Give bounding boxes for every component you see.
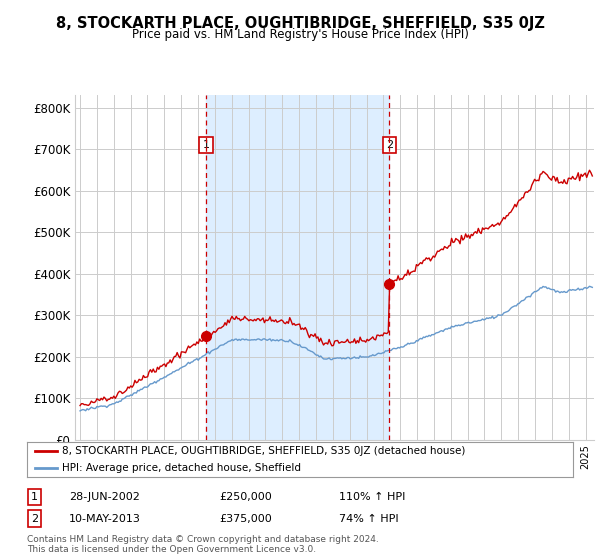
Text: This data is licensed under the Open Government Licence v3.0.: This data is licensed under the Open Gov… — [27, 545, 316, 554]
Text: 28-JUN-2002: 28-JUN-2002 — [69, 492, 140, 502]
Text: Price paid vs. HM Land Registry's House Price Index (HPI): Price paid vs. HM Land Registry's House … — [131, 28, 469, 41]
Bar — [206, 95, 389, 440]
Text: 2: 2 — [386, 140, 393, 150]
Text: 10-MAY-2013: 10-MAY-2013 — [69, 514, 141, 524]
Text: HPI: Average price, detached house, Sheffield: HPI: Average price, detached house, Shef… — [62, 463, 301, 473]
Text: 74% ↑ HPI: 74% ↑ HPI — [339, 514, 398, 524]
Text: £375,000: £375,000 — [219, 514, 272, 524]
Text: 1: 1 — [203, 140, 210, 150]
Text: 2: 2 — [31, 514, 38, 524]
Text: 8, STOCKARTH PLACE, OUGHTIBRIDGE, SHEFFIELD, S35 0JZ: 8, STOCKARTH PLACE, OUGHTIBRIDGE, SHEFFI… — [56, 16, 544, 31]
Text: 110% ↑ HPI: 110% ↑ HPI — [339, 492, 406, 502]
Text: £250,000: £250,000 — [219, 492, 272, 502]
Text: 1: 1 — [31, 492, 38, 502]
Text: 8, STOCKARTH PLACE, OUGHTIBRIDGE, SHEFFIELD, S35 0JZ (detached house): 8, STOCKARTH PLACE, OUGHTIBRIDGE, SHEFFI… — [62, 446, 466, 456]
Text: Contains HM Land Registry data © Crown copyright and database right 2024.: Contains HM Land Registry data © Crown c… — [27, 535, 379, 544]
